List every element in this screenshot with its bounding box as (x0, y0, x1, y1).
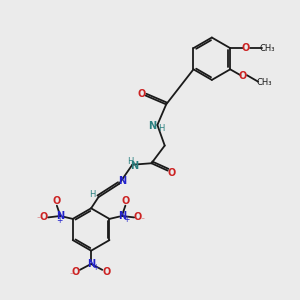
Text: N: N (56, 211, 64, 221)
Text: O: O (239, 71, 247, 81)
Text: O: O (138, 89, 146, 99)
Text: N: N (130, 161, 138, 171)
Text: CH₃: CH₃ (260, 44, 275, 52)
Text: O: O (121, 196, 130, 206)
Text: ⁻: ⁻ (140, 215, 144, 224)
Text: +: + (56, 216, 62, 225)
Text: N: N (87, 259, 95, 269)
Text: ⁻: ⁻ (70, 271, 74, 280)
Text: O: O (39, 212, 47, 222)
Text: O: O (242, 43, 250, 53)
Text: O: O (72, 267, 80, 277)
Text: +: + (123, 215, 130, 224)
Text: H: H (159, 124, 165, 133)
Text: CH₃: CH₃ (256, 78, 272, 87)
Text: O: O (134, 212, 142, 222)
Text: +: + (93, 263, 99, 272)
Text: O: O (167, 168, 175, 178)
Text: O: O (53, 196, 61, 206)
Text: N: N (118, 176, 126, 186)
Text: H: H (127, 157, 133, 166)
Text: ⁻: ⁻ (37, 214, 41, 224)
Text: N: N (118, 211, 126, 221)
Text: H: H (89, 190, 95, 199)
Text: N: N (148, 122, 156, 131)
Text: O: O (102, 267, 110, 277)
